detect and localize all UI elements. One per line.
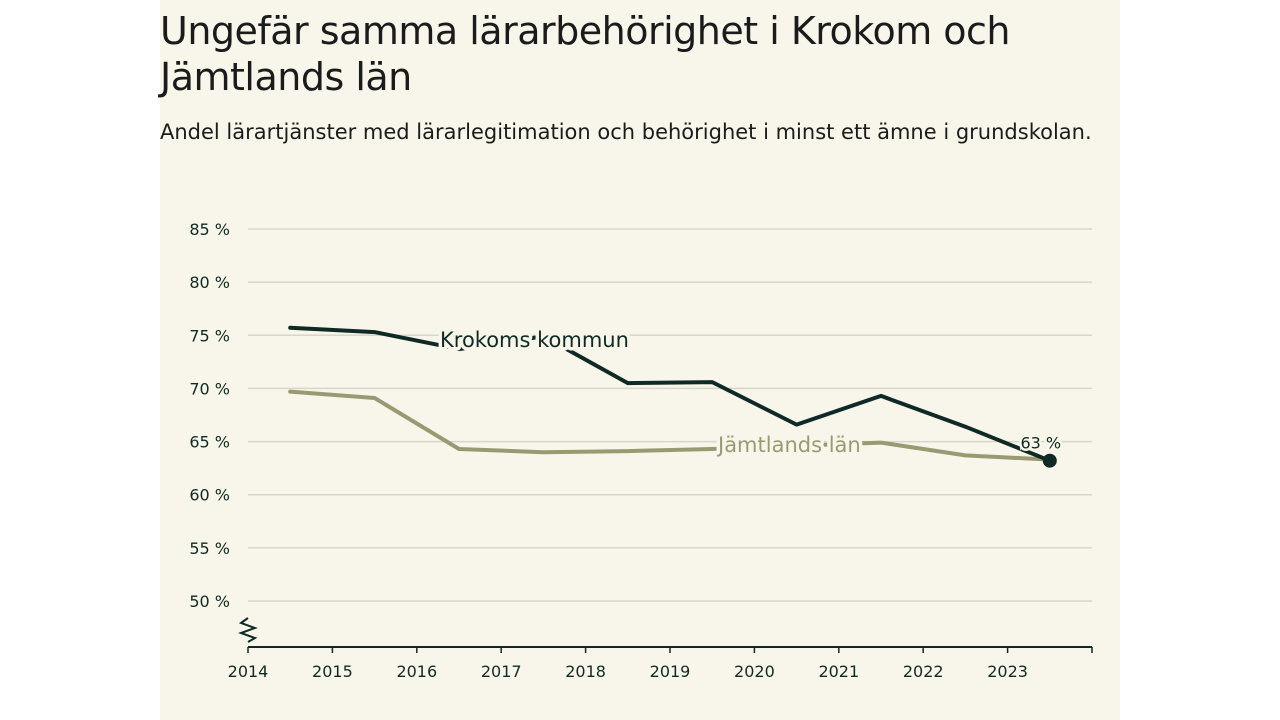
chart-card: Ungefär samma lärarbehörighet i Krokom o…: [160, 0, 1120, 720]
series-line-krokoms-kommun: [288, 325, 1052, 463]
x-tick-label: 2018: [565, 662, 606, 681]
series-line-jamtlands-lan: [288, 389, 1052, 462]
end-value-label: 63 %: [1020, 434, 1061, 453]
x-tick-label: 2014: [228, 662, 269, 681]
x-tick-label: 2019: [650, 662, 691, 681]
x-tick-label: 2015: [312, 662, 353, 681]
x-tick-label: 2020: [734, 662, 775, 681]
chart-title: Ungefär samma lärarbehörighet i Krokom o…: [160, 9, 1011, 99]
end-point-marker: [1042, 453, 1057, 468]
x-tick-label: 2022: [903, 662, 944, 681]
chart-subtitle: Andel lärartjänster med lärarlegitimatio…: [160, 120, 1092, 144]
y-tick-label: 75 %: [189, 326, 230, 345]
axis-break-zigzag: [238, 617, 258, 643]
y-tick-label: 70 %: [189, 379, 230, 398]
x-tick-label: 2021: [818, 662, 859, 681]
y-tick-label: 60 %: [189, 486, 230, 505]
y-tick-label: 80 %: [189, 273, 230, 292]
series-label-krokoms-kommun: Krokoms kommun: [440, 328, 629, 352]
x-tick-label: 2023: [987, 662, 1028, 681]
y-tick-label: 65 %: [189, 433, 230, 452]
x-tick-label: 2017: [481, 662, 522, 681]
y-tick-label: 50 %: [189, 592, 230, 611]
y-tick-label: 55 %: [189, 539, 230, 558]
x-tick-label: 2016: [396, 662, 437, 681]
series-label-jamtlands-lan: Jämtlands län: [716, 433, 861, 457]
line-chart: 85 % 80 % 75 % 70 % 65 % 60 % 55 % 50 % 2014 2015…: [189, 220, 1093, 681]
y-tick-label: 85 %: [189, 220, 230, 239]
